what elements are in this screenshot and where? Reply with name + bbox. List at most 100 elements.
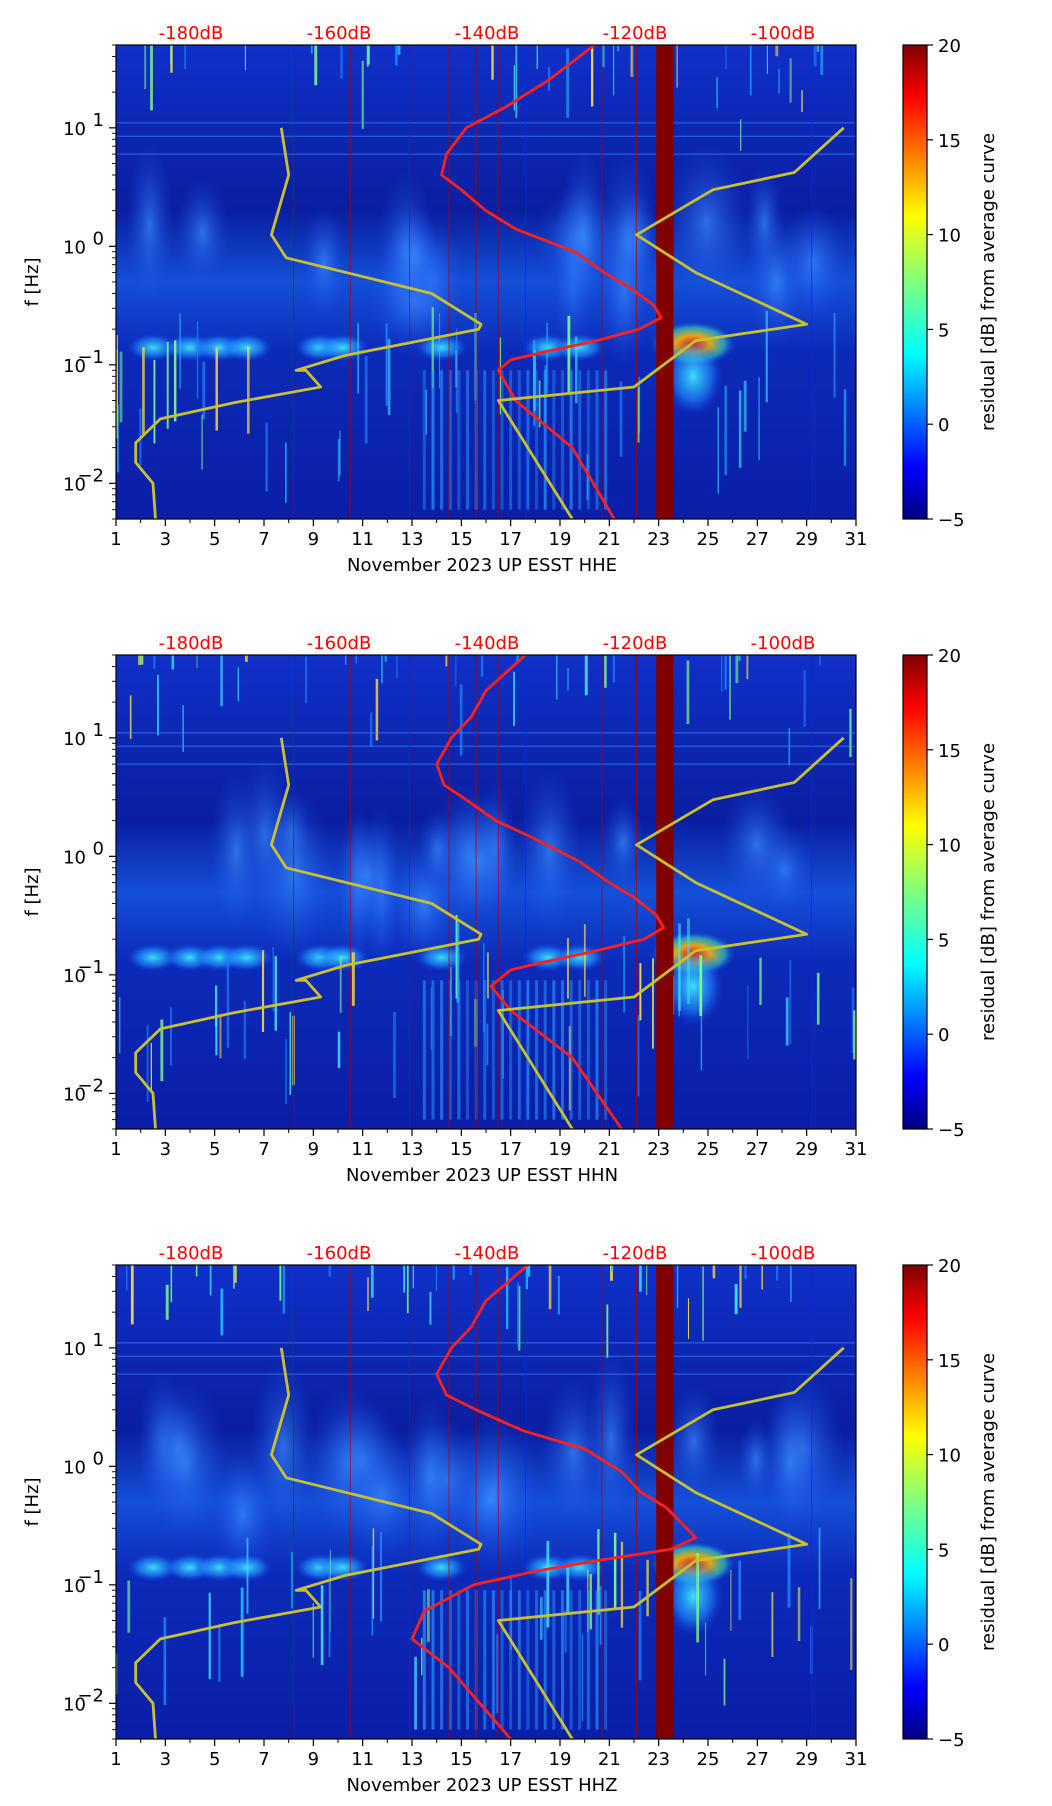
x-tick-label: 23 bbox=[647, 1749, 670, 1770]
colorbar-gradient bbox=[902, 44, 928, 520]
x-tick-label: 7 bbox=[258, 529, 269, 550]
colorbar-label: residual [dB] from average curve bbox=[978, 1353, 999, 1651]
y-tick-label: 10 bbox=[63, 474, 86, 495]
series-line-0 bbox=[134, 1347, 483, 1739]
y-tick-label: 10 bbox=[63, 356, 86, 377]
y-tick-label: 10 bbox=[63, 1457, 86, 1478]
x-tick-label: 15 bbox=[450, 529, 473, 550]
y-tick-exponent: −1 bbox=[77, 347, 104, 368]
colorbar-tick-label: 0 bbox=[938, 1635, 949, 1656]
db-scale-label: -140dB bbox=[455, 23, 520, 44]
x-tick-label: 15 bbox=[450, 1749, 473, 1770]
noise-cloud bbox=[341, 1434, 423, 1558]
data-gap-band bbox=[656, 655, 674, 1129]
x-tick-label: 29 bbox=[795, 529, 818, 550]
microseism-blob bbox=[220, 943, 273, 972]
colorbar-tick-label: −5 bbox=[938, 1120, 965, 1141]
x-tick-label: 5 bbox=[209, 1749, 220, 1770]
x-tick-label: 23 bbox=[647, 529, 670, 550]
x-tick-label: 21 bbox=[598, 1139, 621, 1160]
y-tick-label: 10 bbox=[63, 966, 86, 987]
x-tick-label: 17 bbox=[499, 1139, 522, 1160]
noise-cloud bbox=[339, 815, 394, 938]
noise-cloud bbox=[720, 782, 793, 907]
series-line-0 bbox=[134, 127, 483, 519]
colorbar-tick-label: 20 bbox=[938, 646, 961, 667]
x-tick-label: 31 bbox=[845, 1749, 868, 1770]
noise-cloud bbox=[586, 1349, 636, 1529]
microseism-blob bbox=[127, 943, 179, 972]
spectrogram-area bbox=[116, 45, 856, 519]
colorbar-tick-label: 15 bbox=[938, 741, 961, 762]
spectrogram-area bbox=[116, 1265, 856, 1739]
noise-cloud bbox=[517, 766, 581, 933]
db-scale-label: -180dB bbox=[159, 23, 224, 44]
colorbar: 20 15 10 5 0 −5 residual [dB] from average cur… bbox=[902, 36, 999, 531]
x-tick-label: 17 bbox=[499, 529, 522, 550]
storm-tail bbox=[663, 1556, 724, 1637]
x-tick-label: 15 bbox=[450, 1139, 473, 1160]
y-axis-label: f [Hz] bbox=[22, 257, 43, 306]
y-tick-exponent: −2 bbox=[77, 1685, 104, 1706]
db-scale-label: -160dB bbox=[307, 23, 372, 44]
db-scale-label: -100dB bbox=[751, 1243, 816, 1264]
y-tick-exponent: 0 bbox=[93, 838, 104, 859]
storm-tail bbox=[663, 336, 724, 417]
y-axis-label: f [Hz] bbox=[22, 867, 43, 916]
x-tick-label: 17 bbox=[499, 1749, 522, 1770]
x-tick-label: 25 bbox=[697, 529, 720, 550]
noise-cloud bbox=[301, 205, 348, 320]
x-tick-label: 21 bbox=[598, 529, 621, 550]
x-tick-label: 27 bbox=[746, 1139, 769, 1160]
colorbar-gradient bbox=[902, 1264, 928, 1740]
x-tick-label: 21 bbox=[598, 1749, 621, 1770]
noise-cloud bbox=[459, 1456, 523, 1544]
x-tick-label: 3 bbox=[160, 1749, 171, 1770]
x-tick-label: 29 bbox=[795, 1139, 818, 1160]
x-tick-label: 7 bbox=[258, 1139, 269, 1160]
colorbar: 20 15 10 5 0 −5 residual [dB] from average cur… bbox=[902, 1256, 999, 1751]
x-tick-label: 1 bbox=[110, 1139, 121, 1160]
colorbar-label: residual [dB] from average curve bbox=[978, 743, 999, 1041]
noise-cloud bbox=[175, 177, 230, 288]
db-scale-label: -120dB bbox=[603, 23, 668, 44]
colorbar-tick-label: 20 bbox=[938, 1256, 961, 1277]
noise-cloud bbox=[763, 1389, 818, 1532]
x-tick-label: 5 bbox=[209, 529, 220, 550]
db-scale-label: -140dB bbox=[455, 633, 520, 654]
y-tick-exponent: −1 bbox=[77, 1567, 104, 1588]
y-tick-label: 10 bbox=[63, 1339, 86, 1360]
series-line-1 bbox=[440, 45, 663, 519]
y-tick-label: 10 bbox=[63, 1084, 86, 1105]
x-tick-label: 25 bbox=[697, 1139, 720, 1160]
x-tick-label: 11 bbox=[351, 1749, 374, 1770]
x-tick-label: 11 bbox=[351, 529, 374, 550]
x-axis-label: November 2023 UP ESST HHE bbox=[347, 555, 617, 576]
db-scale-label: -100dB bbox=[751, 633, 816, 654]
x-tick-label: 25 bbox=[697, 1749, 720, 1770]
x-tick-label: 11 bbox=[351, 1139, 374, 1160]
x-tick-label: 13 bbox=[401, 529, 424, 550]
noise-cloud bbox=[602, 797, 644, 888]
noise-cloud bbox=[390, 205, 440, 305]
noise-cloud bbox=[210, 770, 262, 931]
x-tick-label: 19 bbox=[549, 1749, 572, 1770]
x-tick-label: 9 bbox=[308, 1749, 319, 1770]
noise-cloud bbox=[666, 1383, 721, 1500]
y-tick-label: 10 bbox=[63, 1694, 86, 1715]
y-axis-label: f [Hz] bbox=[22, 1477, 43, 1526]
db-scale-label: -180dB bbox=[159, 633, 224, 654]
noise-cloud bbox=[125, 142, 174, 307]
y-tick-exponent: −1 bbox=[77, 957, 104, 978]
microseism-blob bbox=[415, 1553, 468, 1582]
x-tick-label: 3 bbox=[160, 1139, 171, 1160]
colorbar-tick-label: 20 bbox=[938, 36, 961, 57]
colorbar-tick-label: −5 bbox=[938, 510, 965, 531]
y-tick-exponent: 1 bbox=[93, 1330, 104, 1351]
db-scale-label: -160dB bbox=[307, 633, 372, 654]
data-gap-band bbox=[656, 1265, 674, 1739]
series-line-0 bbox=[134, 737, 483, 1129]
colorbar-label: residual [dB] from average curve bbox=[978, 133, 999, 431]
